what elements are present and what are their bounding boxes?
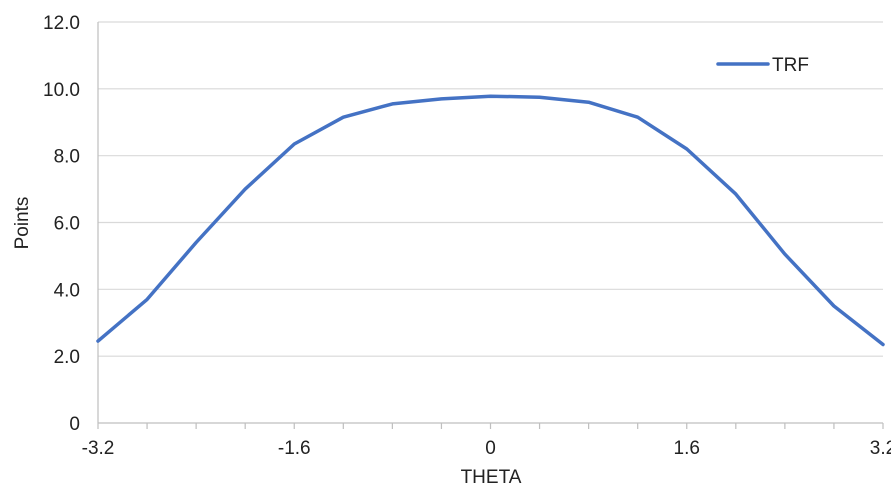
y-tick-label: 0 xyxy=(69,414,80,435)
gridlines xyxy=(98,21,883,357)
y-tick-label: 4.0 xyxy=(54,280,80,301)
x-tick-label: -3.2 xyxy=(82,438,115,459)
y-tick-label: 8.0 xyxy=(54,147,80,168)
x-tick-labels: -3.2 -1.6 0 1.6 3.2 xyxy=(82,438,891,459)
legend-label-trf: TRF xyxy=(772,55,809,76)
x-axis-title: THETA xyxy=(461,467,522,488)
y-axis-title: Points xyxy=(12,197,33,250)
y-tick-label: 6.0 xyxy=(54,214,80,235)
x-tick-label: 0 xyxy=(485,438,496,459)
x-tick-label: 1.6 xyxy=(674,438,700,459)
x-tick-label: 3.2 xyxy=(870,438,891,459)
y-tick-labels: 0 2.0 4.0 6.0 8.0 10.0 12.0 xyxy=(43,13,80,435)
series-line-trf xyxy=(96,94,885,347)
series-layer xyxy=(96,94,885,347)
y-tick-label: 2.0 xyxy=(54,347,80,368)
axes xyxy=(97,22,884,429)
y-tick-label: 10.0 xyxy=(43,80,80,101)
x-tick-label: -1.6 xyxy=(278,438,311,459)
legend: TRF xyxy=(716,55,809,76)
y-tick-label: 12.0 xyxy=(43,13,80,34)
